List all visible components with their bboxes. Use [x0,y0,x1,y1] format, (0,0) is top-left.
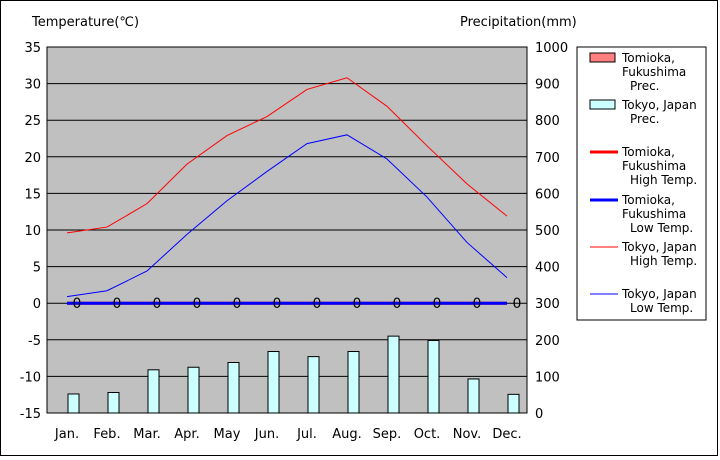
legend-label: Fukushima [622,65,686,79]
zero-label: 0 [513,296,522,312]
legend-label: Tomioka, [621,193,675,207]
tokyo-japan-high-temp-line [66,77,508,234]
month-label: Sep. [373,427,402,442]
right-tick-label: 500 [535,224,560,239]
month-labels: Jan. Feb. Mar. Apr. May Jun. Jul. Aug. Sep. Oct. N… [54,427,522,442]
zero-label: 0 [113,296,122,312]
zero-label: 0 [353,296,362,312]
month-label: Jul. [296,427,317,442]
month-label: Feb. [93,427,120,442]
legend-label: Tokyo, Japan [621,287,697,301]
legend [576,46,707,321]
right-tick-label: 0 [535,407,543,422]
tokyo-precip-bar [267,351,280,414]
right-tick-label: 700 [535,151,560,166]
legend-label: Low Temp. [630,221,693,235]
tokyo-precip-bar [507,393,520,414]
plot-border [46,46,528,414]
tokyo-precip-bar [107,392,120,414]
left-axis-ticks: 35 30 25 20 15 10 5 0 -5 -10 -15 [20,41,41,422]
month-label: Apr. [174,427,199,442]
legend-label: Tokyo, Japan [621,240,697,254]
right-tick-label: 800 [535,114,560,129]
legend-label: Prec. [630,79,660,93]
tokyo-precip-bar [307,356,320,414]
zero-label: 0 [273,296,282,312]
left-tick-label: -5 [28,334,41,349]
month-label: Jan. [54,427,79,442]
zero-label: 0 [473,296,482,312]
month-label: May [214,427,241,442]
right-tick-label: 300 [535,297,560,312]
legend-swatch [589,99,616,110]
tokyo-precip-bar [347,351,360,414]
legend-label: Fukushima [622,207,686,221]
legend-label: Tomioka, [621,145,675,159]
right-tick-label: 100 [535,370,560,385]
legend-swatch [589,52,616,63]
legend-label: Fukushima [622,159,686,173]
temperature-lines [66,77,508,305]
tokyo-precip-bar [387,335,400,414]
right-tick-label: 1000 [535,41,568,56]
tokyo-japan-low-temp-line [66,134,508,298]
right-tick-label: 400 [535,261,560,276]
month-label: Aug. [332,427,362,442]
precipitation-bars [67,335,520,414]
tokyo-precip-bar [147,369,160,414]
right-tick-label: 200 [535,334,560,349]
legend-label: Tokyo, Japan [621,98,697,112]
right-tick-label: 900 [535,78,560,93]
legend-label: Low Temp. [630,301,693,315]
left-axis-title: Temperature(℃) [31,15,139,30]
right-tick-label: 600 [535,187,560,202]
zero-label: 0 [433,296,442,312]
left-tick-label: 0 [33,297,41,312]
legend-label: High Temp. [630,173,697,187]
month-label: Oct. [414,427,441,442]
zero-label: 0 [153,296,162,312]
tokyo-precip-bar [187,366,200,414]
month-label: Jun. [254,427,279,442]
left-tick-label: 15 [24,187,41,202]
legend-label: Prec. [630,112,660,126]
right-axis-title: Precipitation(mm) [460,15,577,30]
tokyo-precip-bar [67,393,80,414]
left-tick-label: 30 [24,78,41,93]
legend-label: High Temp. [630,254,697,268]
left-tick-label: 10 [24,224,41,239]
month-label: Mar. [133,427,160,442]
zero-label: 0 [313,296,322,312]
tokyo-precip-bar [467,378,480,414]
tokyo-precip-bar [227,361,240,414]
zero-value-labels: 0 0 0 0 0 0 0 0 0 0 0 0 [73,296,522,312]
month-label: Nov. [453,427,482,442]
left-tick-label: 5 [33,261,41,276]
zero-label: 0 [73,296,82,312]
legend-label: Tomioka, [621,51,675,65]
left-tick-label: 35 [24,41,41,56]
left-tick-label: -15 [20,407,41,422]
left-tick-label: 25 [24,114,41,129]
left-tick-label: -10 [20,370,41,385]
zero-label: 0 [193,296,202,312]
zero-label: 0 [233,296,242,312]
tokyo-precip-bar [427,340,440,414]
month-label: Dec. [492,427,521,442]
zero-label: 0 [393,296,402,312]
left-tick-label: 20 [24,151,41,166]
